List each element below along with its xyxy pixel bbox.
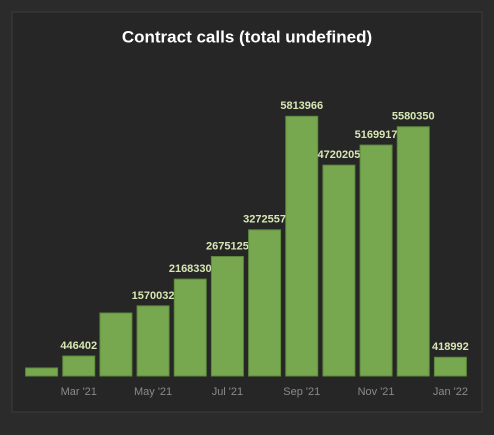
bar xyxy=(173,278,207,377)
bar xyxy=(99,312,133,377)
data-label: 5813966 xyxy=(280,100,323,112)
x-tick-label: Mar '21 xyxy=(61,386,97,398)
data-label: 418992 xyxy=(432,341,469,353)
bar xyxy=(322,164,356,377)
data-label: 5169917 xyxy=(355,129,398,141)
chart-title: Contract calls (total undefined) xyxy=(122,27,372,46)
x-tick-label: Sep '21 xyxy=(283,386,320,398)
bar xyxy=(285,115,319,377)
data-label: 3272557 xyxy=(243,214,286,226)
data-label: 5580350 xyxy=(392,111,435,123)
x-tick-label: May '21 xyxy=(134,386,172,398)
data-label: 446402 xyxy=(60,340,97,352)
data-label: 4720205 xyxy=(318,149,361,161)
data-label: 2675125 xyxy=(206,240,249,252)
bar xyxy=(25,367,59,377)
bar xyxy=(433,356,467,377)
x-tick-label: Jul '21 xyxy=(212,386,243,398)
bar xyxy=(248,229,282,377)
x-tick-label: Jan '22 xyxy=(433,386,468,398)
data-label: 2168330 xyxy=(169,263,212,275)
data-label: 1570032 xyxy=(132,290,175,302)
bar xyxy=(136,305,170,377)
x-tick-label: Nov '21 xyxy=(358,386,395,398)
bar xyxy=(62,355,96,377)
bar xyxy=(210,256,244,377)
bar xyxy=(396,126,430,377)
bar xyxy=(359,144,393,377)
